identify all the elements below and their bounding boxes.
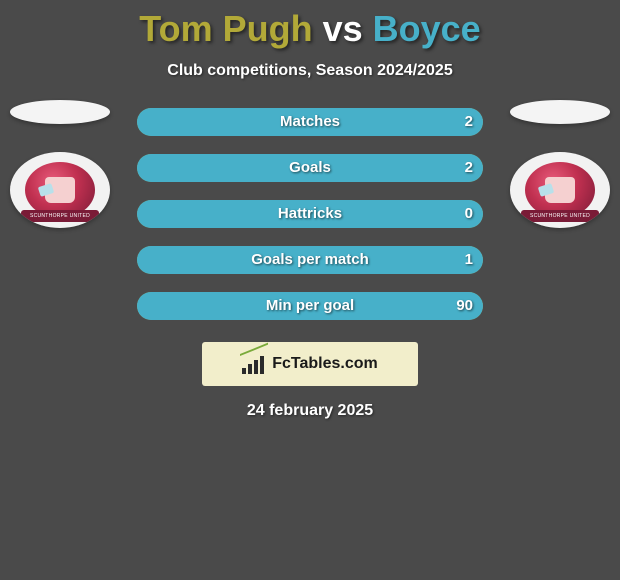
stat-label: Hattricks	[137, 200, 483, 228]
club-ribbon-right: SCUNTHORPE UNITED	[521, 210, 599, 222]
player-left-avatar	[10, 100, 110, 124]
stat-value-right: 0	[465, 200, 473, 228]
stat-row: Min per goal90	[137, 292, 483, 320]
title-player2: Boyce	[373, 8, 481, 49]
stat-label: Goals	[137, 154, 483, 182]
stat-row: Matches2	[137, 108, 483, 136]
stat-label: Matches	[137, 108, 483, 136]
date-line: 24 february 2025	[0, 402, 620, 420]
stat-value-right: 1	[465, 246, 473, 274]
player-right-avatar	[510, 100, 610, 124]
brand-box[interactable]: FcTables.com	[202, 342, 418, 386]
stats-list: Matches2Goals2Hattricks0Goals per match1…	[137, 108, 483, 320]
club-ribbon-left: SCUNTHORPE UNITED	[21, 210, 99, 222]
player-left-club-badge: SCUNTHORPE UNITED	[10, 152, 110, 228]
page-title: Tom Pugh vs Boyce	[0, 0, 620, 50]
stat-row: Hattricks0	[137, 200, 483, 228]
comparison-arena: SCUNTHORPE UNITED SCUNTHORPE UNITED Matc…	[0, 108, 620, 320]
stat-value-right: 90	[456, 292, 473, 320]
title-vs: vs	[313, 8, 373, 49]
player-right-slot: SCUNTHORPE UNITED	[510, 100, 610, 228]
stat-row: Goals2	[137, 154, 483, 182]
stat-label: Min per goal	[137, 292, 483, 320]
stat-label: Goals per match	[137, 246, 483, 274]
stat-row: Goals per match1	[137, 246, 483, 274]
subtitle: Club competitions, Season 2024/2025	[0, 62, 620, 80]
player-right-club-badge: SCUNTHORPE UNITED	[510, 152, 610, 228]
brand-chart-icon	[242, 354, 266, 374]
player-left-slot: SCUNTHORPE UNITED	[10, 100, 110, 228]
brand-text: FcTables.com	[272, 355, 378, 373]
stat-value-right: 2	[465, 108, 473, 136]
title-player1: Tom Pugh	[139, 8, 312, 49]
stat-value-right: 2	[465, 154, 473, 182]
